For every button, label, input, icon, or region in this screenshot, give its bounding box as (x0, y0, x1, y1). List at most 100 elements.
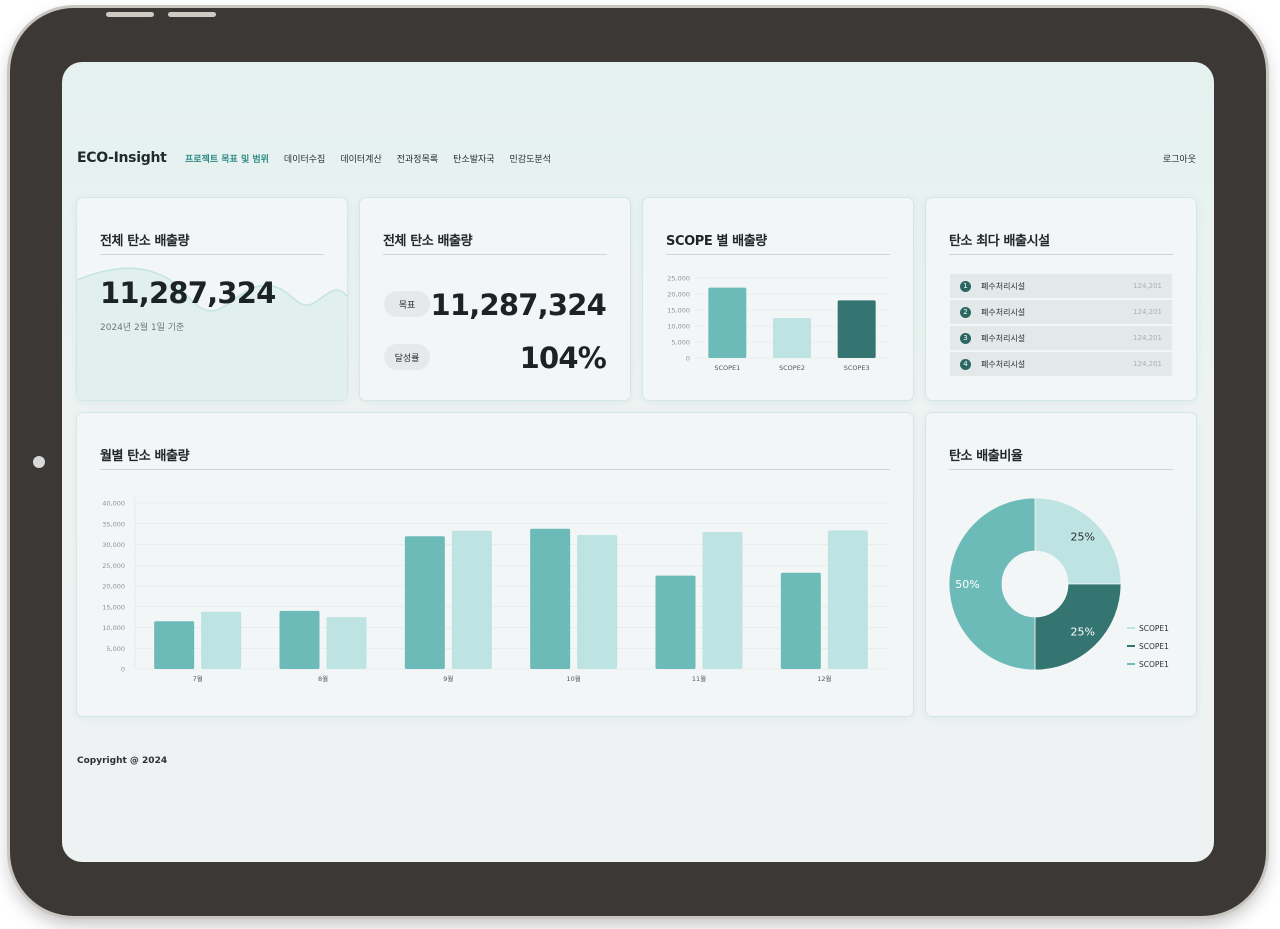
scope-bar (837, 300, 876, 358)
donut-slice (1034, 497, 1122, 585)
monthly-bar-chart: 40,000 35,000 30,000 25,000 20,000 15,000 10,0… (102, 497, 887, 683)
y-tick-label: 15,000 (667, 307, 690, 315)
card-title: 탄소 최다 배출시설 (949, 234, 1050, 249)
x-tick-label: 11월 (692, 674, 706, 683)
monthly-bar (702, 532, 743, 669)
y-tick-label: 25,000 (667, 275, 690, 283)
y-tick-label: 15,000 (102, 603, 125, 611)
y-tick-label: 35,000 (102, 520, 125, 528)
x-tick-label: SCOPE1 (714, 364, 740, 372)
rank-badge: 1 (960, 280, 971, 292)
app-logo[interactable]: ECO-Insight (77, 150, 167, 166)
x-tick-label: 7월 (193, 674, 203, 683)
top-nav: ECO-Insight 프로젝트 목표 및 범위 데이터수집 데이터계산 전과정… (62, 148, 1214, 172)
y-tick-label: 25,000 (102, 562, 125, 570)
monthly-bar (655, 575, 696, 669)
monthly-chart-card: 월별 탄소 배출량 40,000 35,000 30,000 25,000 20,000… (77, 413, 913, 716)
y-tick-label: 5,000 (106, 645, 125, 653)
total-emission-card: 전체 탄소 배출량 11,287,324 2024년 2월 1일 기준 (77, 198, 347, 400)
y-tick-label: 5,000 (671, 339, 690, 347)
ratio-donut-chart: 25% 25% 50% SCOPE1 SCOPE1 SCOPE1 (948, 497, 1169, 671)
scope-bar-chart: 25,000 20,000 15,000 10,000 5,000 0 SCOPE1 SCOP… (667, 275, 889, 372)
scope-bar (773, 318, 811, 358)
monthly-bar (154, 621, 195, 669)
facility-name: 폐수처리시설 (981, 307, 1026, 317)
monthly-bar (530, 528, 571, 669)
y-tick-label: 0 (121, 666, 125, 674)
copyright: Copyright @ 2024 (77, 756, 168, 766)
slice-label: 25% (1071, 626, 1095, 639)
target-card: 전체 탄소 배출량 목표 11,287,324 달성률 104% (360, 198, 630, 400)
top-facility-card: 탄소 최다 배출시설 1 폐수처리시설 124,201 2 폐수처리시설 124… (926, 198, 1196, 400)
achievement-rate: 104% (519, 341, 607, 375)
divider (100, 254, 324, 255)
card-title: 월별 탄소 배출량 (100, 449, 190, 464)
y-tick-label: 40,000 (102, 500, 125, 508)
divider (666, 254, 890, 255)
y-tick-label: 10,000 (667, 323, 690, 331)
target-label: 목표 (384, 291, 430, 317)
x-tick-label: SCOPE2 (779, 364, 805, 372)
legend-label: SCOPE1 (1139, 660, 1169, 669)
x-tick-label: 12월 (817, 674, 831, 683)
total-emission-value: 11,287,324 (100, 276, 276, 310)
facility-row[interactable]: 3 폐수처리시설 124,201 (950, 326, 1172, 350)
monthly-bar (404, 536, 445, 669)
x-tick-label: 9월 (443, 674, 453, 683)
rank-badge: 3 (960, 332, 971, 344)
reference-date: 2024년 2월 1일 기준 (100, 323, 185, 333)
facility-value: 124,201 (1133, 360, 1162, 368)
facility-value: 124,201 (1133, 308, 1162, 316)
menu-item-carbon-footprint[interactable]: 탄소발자국 (453, 155, 495, 165)
y-tick-label: 30,000 (102, 541, 125, 549)
monthly-bar (827, 530, 868, 669)
facility-row[interactable]: 1 폐수처리시설 124,201 (950, 274, 1172, 298)
ratio-chart-card: 탄소 배출비율 25% 25% 50% SCOPE1 SCOPE1 SCOPE1 (926, 413, 1196, 716)
menu-item-data-calculation[interactable]: 데이터계산 (340, 155, 382, 165)
card-title: 탄소 배출비율 (949, 449, 1023, 464)
target-value: 11,287,324 (430, 288, 607, 322)
app-screen: ECO-Insight 프로젝트 목표 및 범위 데이터수집 데이터계산 전과정… (62, 62, 1214, 862)
facility-name: 폐수처리시설 (981, 281, 1026, 291)
y-tick-label: 0 (686, 355, 690, 363)
card-title: SCOPE 별 배출량 (666, 234, 767, 249)
scope-bar (708, 287, 747, 358)
achievement-label: 달성률 (384, 344, 430, 370)
x-tick-label: 10월 (567, 674, 581, 683)
legend-label: SCOPE1 (1139, 624, 1169, 633)
logout-button[interactable]: 로그아웃 (1162, 155, 1196, 165)
volume-button (106, 12, 154, 17)
donut-slice (948, 497, 1036, 671)
rank-badge: 2 (960, 306, 971, 318)
main-menu: 프로젝트 목표 및 범위 데이터수집 데이터계산 전과정목록 탄소발자국 민감도… (185, 152, 551, 165)
monthly-bar (326, 617, 367, 669)
facility-name: 폐수처리시설 (981, 333, 1026, 343)
y-tick-label: 10,000 (102, 624, 125, 632)
y-tick-label: 20,000 (667, 291, 690, 299)
card-title: 전체 탄소 배출량 (100, 234, 190, 249)
volume-button (168, 12, 216, 17)
y-tick-label: 20,000 (102, 583, 125, 591)
camera-icon (33, 456, 45, 468)
monthly-bar (279, 610, 320, 669)
facility-name: 폐수처리시설 (981, 359, 1026, 369)
monthly-bar (577, 534, 618, 669)
menu-item-sensitivity-analysis[interactable]: 민감도분석 (509, 155, 551, 165)
rank-badge: 4 (960, 358, 971, 370)
slice-label: 50% (955, 578, 979, 591)
menu-item-lifecycle-inventory[interactable]: 전과정목록 (396, 155, 439, 165)
card-title: 전체 탄소 배출량 (383, 234, 473, 249)
menu-item-project-goal[interactable]: 프로젝트 목표 및 범위 (185, 155, 269, 165)
monthly-bar (780, 572, 821, 669)
facility-value: 124,201 (1133, 334, 1162, 342)
legend-label: SCOPE1 (1139, 642, 1169, 651)
slice-label: 25% (1071, 530, 1095, 543)
x-tick-label: 8월 (318, 674, 328, 683)
wave-decoration (77, 267, 347, 400)
donut-slice (1034, 583, 1122, 671)
divider (949, 254, 1173, 255)
facility-row[interactable]: 4 폐수처리시설 124,201 (950, 352, 1172, 376)
facility-row[interactable]: 2 폐수처리시설 124,201 (950, 300, 1172, 324)
divider (383, 254, 607, 255)
menu-item-data-collection[interactable]: 데이터수집 (283, 155, 326, 165)
